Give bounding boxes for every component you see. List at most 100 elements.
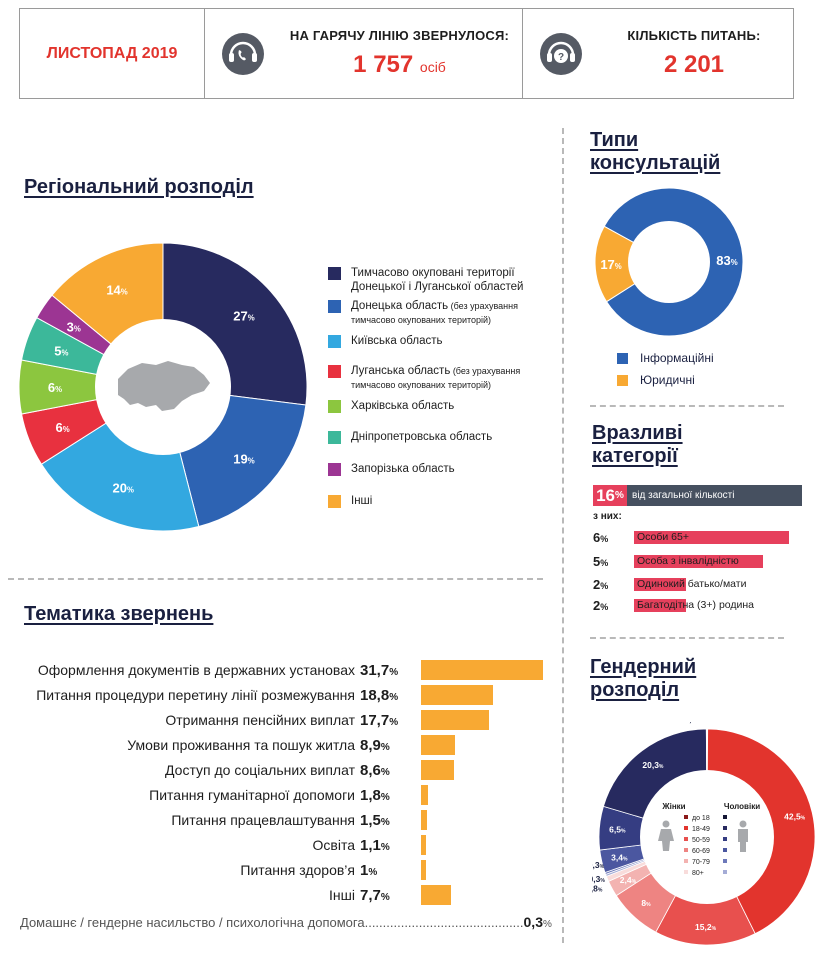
legend-note: (без урахування тимчасово окупованих тер…	[351, 301, 518, 325]
age-group-label: 80+	[692, 870, 704, 877]
vuln-pct: 6%	[593, 529, 609, 545]
topic-bar	[421, 660, 543, 680]
topic-bar	[421, 885, 451, 905]
topic-label: Отримання пенсійних виплат	[165, 712, 355, 728]
vuln-row: 2% Багатодітна (3+) родина	[593, 598, 803, 613]
right-divider-1	[590, 405, 784, 407]
regional-title: Регіональний розподіл	[24, 176, 254, 198]
age-swatch-women	[723, 815, 727, 819]
vuln-row: 6% Особи 65+	[593, 529, 803, 545]
topic-label: Доступ до соціальних виплат	[165, 762, 355, 778]
vuln-title-2: категорії	[592, 445, 678, 467]
legend-legal-label: Юридичні	[640, 373, 695, 387]
topic-value: 18,8%	[360, 686, 399, 704]
footnote: Домашнє / гендерне насильство / психолог…	[20, 914, 552, 930]
legend-note: (без урахування тимчасово окупованих тер…	[351, 366, 521, 390]
legend-informational: Інформаційні	[617, 351, 714, 365]
topic-label: Інші	[329, 887, 355, 903]
questions-block: КІЛЬКІСТЬ ПИТАНЬ: 2 201	[595, 28, 793, 79]
legend-swatch	[328, 463, 341, 476]
topic-bar	[421, 710, 490, 730]
topic-row: Освіта 1,1%	[0, 835, 560, 855]
topic-value: 17,7%	[360, 711, 399, 729]
topic-label: Освіта	[312, 837, 355, 853]
gender-donut-chart: Жінки Чоловіки до 18 18-49 50-59 60-69 70-79…	[592, 722, 816, 946]
regional-legend-item: Тимчасово окуповані території Донецької …	[328, 266, 543, 294]
regional-legend-item: Луганська область (без урахування тимчас…	[328, 364, 543, 392]
consultations-donut-chart: 83%17%	[594, 187, 744, 337]
gender-slice-label: 3,4%	[611, 852, 628, 862]
vuln-label: Особи 65+	[637, 530, 689, 543]
topic-row: Отримання пенсійних виплат 17,7%	[0, 710, 560, 730]
calls-cell: НА ГАРЯЧУ ЛІНІЮ ЗВЕРНУЛОСЯ: 1 757 осіб	[205, 9, 523, 98]
legend-legal: Юридичні	[617, 373, 714, 387]
footnote-label: Домашнє / гендерне насильство / психолог…	[20, 915, 365, 930]
questions-label: КІЛЬКІСТЬ ПИТАНЬ:	[627, 28, 761, 43]
age-swatch-women	[723, 837, 727, 841]
age-swatch-women	[723, 870, 727, 874]
gender-slice-label: 0,8%	[592, 884, 603, 894]
topics-bar-chart: Оформлення документів в державних устано…	[0, 658, 560, 908]
women-label: Жінки	[661, 802, 685, 811]
gender-slice-label: 0,3%	[592, 860, 605, 870]
footnote-value: 0,3	[523, 914, 543, 930]
regional-legend-item: Інші	[328, 494, 372, 508]
vuln-pct: 5%	[593, 553, 609, 569]
age-swatch-men	[684, 826, 688, 830]
age-group-label: 18-49	[692, 826, 710, 833]
vuln-bar	[634, 554, 764, 568]
topic-row: Інші 7,7%	[0, 885, 560, 905]
woman-icon	[658, 820, 674, 851]
topic-row: Питання працевлаштування 1,5%	[0, 810, 560, 830]
topic-value: 31,7%	[360, 661, 399, 679]
legend-label: Луганська область (без урахування тимчас…	[351, 365, 521, 390]
age-group-label: 70-79	[692, 859, 710, 866]
vuln-total-bar: 16% від загальної кількості	[593, 485, 802, 506]
topic-bar	[421, 810, 427, 830]
headset-question-icon: ?	[540, 32, 582, 75]
regional-legend-item: Київська область	[328, 334, 443, 348]
legend-label: Дніпропетровська область	[351, 431, 493, 443]
age-swatch-men	[684, 837, 688, 841]
vuln-sub-label: з них:	[593, 511, 622, 522]
gender-title-2: розподіл	[590, 679, 680, 701]
period-cell: ЛИСТОПАД 2019	[20, 9, 205, 98]
age-swatch-men	[684, 859, 688, 863]
topic-bar	[421, 685, 494, 705]
legend-label: Тимчасово окуповані території Донецької …	[351, 267, 524, 293]
topic-value: 1,5%	[360, 811, 390, 829]
topic-bar	[421, 760, 455, 780]
topic-bar	[421, 735, 456, 755]
topic-row: Умови проживання та пошук житла 8,9%	[0, 735, 560, 755]
vuln-total-label: від загальної кількості	[632, 490, 735, 501]
consult-title-1: Типи	[590, 129, 639, 151]
topic-row: Питання процедури перетину лінії розмежу…	[0, 685, 560, 705]
gender-slice-label: 8%	[641, 898, 651, 908]
topic-label: Питання працевлаштування	[171, 812, 355, 828]
period-label: ЛИСТОПАД 2019	[46, 44, 178, 62]
topic-label: Питання гуманітарної допомоги	[149, 787, 355, 803]
topic-row: Питання гуманітарної допомоги 1,8%	[0, 785, 560, 805]
legend-label: Запорізька область	[351, 463, 455, 475]
consult-title-2: консультацій	[590, 152, 721, 174]
vuln-title-1: Вразливі	[592, 422, 683, 444]
regional-legend-item: Харківська область	[328, 399, 454, 413]
right-divider-2	[590, 637, 784, 639]
age-swatch-men	[684, 870, 688, 874]
topic-row: Оформлення документів в державних устано…	[0, 660, 560, 680]
calls-value: 1 757	[353, 51, 414, 78]
vuln-pct: 2%	[593, 576, 609, 592]
age-swatch-women	[723, 848, 727, 852]
topic-row: Питання здоров’я 1%	[0, 860, 560, 880]
consultations-legend: Інформаційні Юридичні	[617, 351, 714, 387]
topic-row: Доступ до соціальних виплат 8,6%	[0, 760, 560, 780]
topic-label: Умови проживання та пошук житла	[127, 737, 355, 753]
vuln-bar	[634, 598, 686, 612]
headset-phone-icon	[222, 32, 264, 75]
topic-value: 1%	[360, 861, 378, 879]
calls-label: НА ГАРЯЧУ ЛІНІЮ ЗВЕРНУЛОСЯ:	[289, 28, 510, 43]
calls-unit: осіб	[419, 59, 446, 75]
gender-slice-label: 0,1%	[684, 722, 701, 724]
gender-slice-label: 20,3%	[642, 760, 664, 770]
age-swatch-women	[723, 826, 727, 830]
